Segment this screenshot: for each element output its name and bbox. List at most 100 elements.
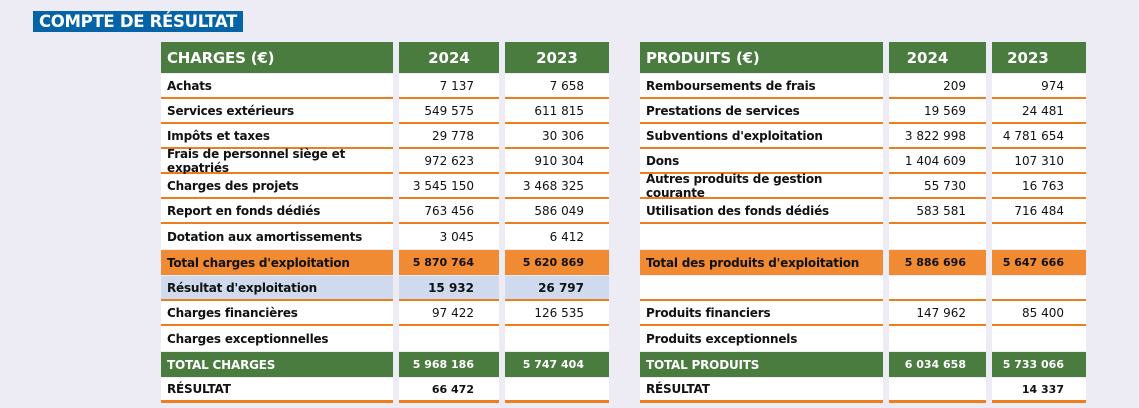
value-cell-2023 — [505, 378, 609, 403]
value-cell-2023: 974 — [992, 74, 1086, 99]
table-row: Charges financières 97 422 126 535 — [161, 301, 609, 326]
value-cell-2024: 209 — [889, 74, 986, 99]
value-cell-2023: 5 647 666 — [992, 250, 1086, 275]
table-header: CHARGES (€) 2024 2023 — [161, 42, 609, 73]
value-cell-2023: 3 468 325 — [505, 174, 609, 199]
row-label: Impôts et taxes — [161, 124, 393, 149]
value-cell-2023 — [992, 224, 1086, 249]
column-header-label: PRODUITS (€) — [640, 42, 883, 73]
charges-table: CHARGES (€) 2024 2023 Achats 7 137 7 658 Servi… — [161, 42, 609, 403]
value-cell-2023 — [992, 276, 1086, 301]
value-cell-2024: 7 137 — [399, 74, 499, 99]
table-row: Report en fonds dédiés 763 456 586 049 — [161, 199, 609, 224]
table-row: Autres produits de gestion courante 55 73… — [640, 172, 1086, 200]
value-cell-2023: 7 658 — [505, 74, 609, 99]
table-row: Remboursements de frais 209 974 — [640, 74, 1086, 99]
value-cell-2023: 30 306 — [505, 124, 609, 149]
value-cell-2023: 24 481 — [992, 99, 1086, 124]
table-row: Résultat d'exploitation 15 932 26 797 — [161, 276, 609, 301]
row-label: Produits financiers — [640, 301, 883, 326]
table-row: Impôts et taxes 29 778 30 306 — [161, 124, 609, 149]
value-cell-2024: 3 045 — [399, 224, 499, 249]
column-header-year: 2024 — [889, 42, 986, 73]
column-header-label: CHARGES (€) — [161, 42, 393, 73]
table-row: Charges des projets 3 545 150 3 468 325 — [161, 174, 609, 199]
value-cell-2024: 147 962 — [889, 301, 986, 326]
value-cell-2024: 763 456 — [399, 199, 499, 224]
table-row: Dons 1 404 609 107 310 — [640, 149, 1086, 174]
row-label: Prestations de services — [640, 99, 883, 124]
value-cell-2024: 5 968 186 — [399, 352, 499, 377]
row-label: Charges financières — [161, 301, 393, 326]
row-label: Dons — [640, 149, 883, 174]
table-header: PRODUITS (€) 2024 2023 — [640, 42, 1086, 73]
row-label: Frais de personnel siège et expatriés — [161, 147, 393, 175]
value-cell-2024 — [889, 326, 986, 351]
value-cell-2023: 107 310 — [992, 149, 1086, 174]
value-cell-2024: 97 422 — [399, 301, 499, 326]
row-label: Total charges d'exploitation — [161, 250, 393, 275]
produits-table: PRODUITS (€) 2024 2023 Remboursements de fr… — [640, 42, 1086, 403]
row-label: Achats — [161, 74, 393, 99]
row-label: Total des produits d'exploitation — [640, 250, 883, 275]
value-cell-2023: 910 304 — [505, 149, 609, 174]
row-label: Remboursements de frais — [640, 74, 883, 99]
value-cell-2024: 66 472 — [399, 378, 499, 403]
value-cell-2023: 586 049 — [505, 199, 609, 224]
table-row: Services extérieurs 549 575 611 815 — [161, 99, 609, 124]
table-row: Total des produits d'exploitation 5 886 6… — [640, 250, 1086, 275]
value-cell-2024: 15 932 — [399, 276, 499, 301]
table-row: Produits exceptionnels — [640, 326, 1086, 351]
table-row: RÉSULTAT 66 472 — [161, 378, 609, 403]
row-label: TOTAL PRODUITS — [640, 352, 883, 377]
page-title: COMPTE DE RÉSULTAT — [33, 11, 243, 32]
table-row — [640, 276, 1086, 301]
value-cell-2024: 3 545 150 — [399, 174, 499, 199]
column-header-year: 2023 — [992, 42, 1086, 73]
table-row: Total charges d'exploitation 5 870 764 5 6… — [161, 250, 609, 275]
value-cell-2024: 549 575 — [399, 99, 499, 124]
value-cell-2024: 29 778 — [399, 124, 499, 149]
table-row: TOTAL CHARGES 5 968 186 5 747 404 — [161, 352, 609, 377]
row-label: Résultat d'exploitation — [161, 276, 393, 301]
value-cell-2024: 5 886 696 — [889, 250, 986, 275]
value-cell-2024: 3 822 998 — [889, 124, 986, 149]
table-row: Subventions d'exploitation 3 822 998 4 781… — [640, 124, 1086, 149]
row-label: Utilisation des fonds dédiés — [640, 199, 883, 224]
row-label: Produits exceptionnels — [640, 326, 883, 351]
value-cell-2024 — [889, 224, 986, 249]
row-label: Report en fonds dédiés — [161, 199, 393, 224]
value-cell-2023: 716 484 — [992, 199, 1086, 224]
table-row: RÉSULTAT 14 337 — [640, 378, 1086, 403]
value-cell-2023: 5 620 869 — [505, 250, 609, 275]
row-label: TOTAL CHARGES — [161, 352, 393, 377]
table-row: Utilisation des fonds dédiés 583 581 716 4… — [640, 199, 1086, 224]
row-label: Services extérieurs — [161, 99, 393, 124]
value-cell-2023: 5 747 404 — [505, 352, 609, 377]
value-cell-2024: 972 623 — [399, 149, 499, 174]
value-cell-2023: 4 781 654 — [992, 124, 1086, 149]
value-cell-2024: 1 404 609 — [889, 149, 986, 174]
row-label — [640, 224, 883, 249]
value-cell-2023: 14 337 — [992, 378, 1086, 403]
value-cell-2024 — [889, 276, 986, 301]
value-cell-2023: 85 400 — [992, 301, 1086, 326]
table-row: Charges exceptionnelles — [161, 326, 609, 351]
value-cell-2024 — [889, 378, 986, 403]
value-cell-2024: 19 569 — [889, 99, 986, 124]
value-cell-2023: 126 535 — [505, 301, 609, 326]
table-row: Produits financiers 147 962 85 400 — [640, 301, 1086, 326]
value-cell-2023: 26 797 — [505, 276, 609, 301]
value-cell-2024: 583 581 — [889, 199, 986, 224]
column-header-year: 2024 — [399, 42, 499, 73]
column-header-year: 2023 — [505, 42, 609, 73]
table-row — [640, 224, 1086, 249]
row-label: RÉSULTAT — [161, 378, 393, 403]
value-cell-2023: 16 763 — [992, 174, 1086, 199]
row-label: Autres produits de gestion courante — [640, 172, 883, 200]
row-label: RÉSULTAT — [640, 378, 883, 403]
table-row: Dotation aux amortissements 3 045 6 412 — [161, 224, 609, 249]
value-cell-2023: 6 412 — [505, 224, 609, 249]
value-cell-2024: 5 870 764 — [399, 250, 499, 275]
value-cell-2023: 5 733 066 — [992, 352, 1086, 377]
